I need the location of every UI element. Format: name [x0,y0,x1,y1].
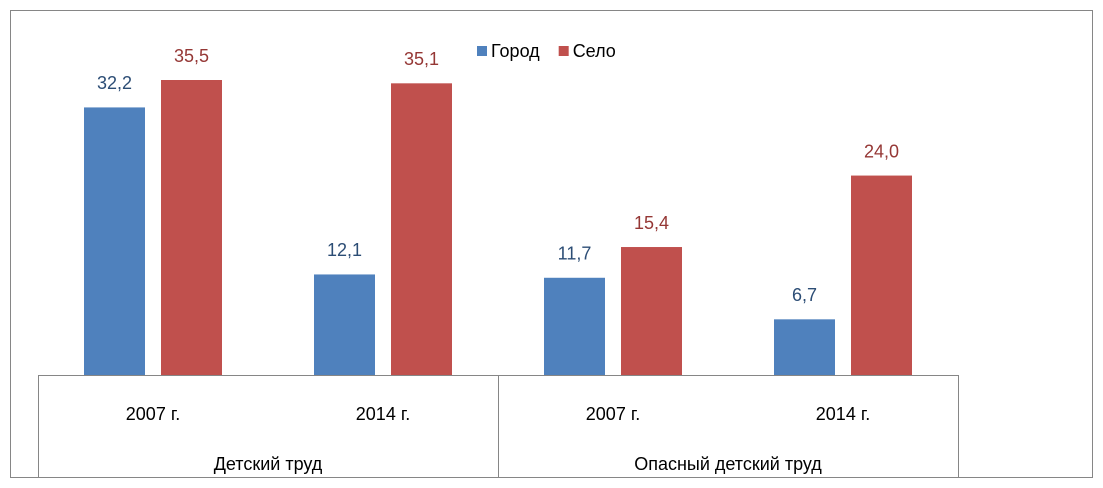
value-label: 15,4 [634,213,669,233]
x-tick-label: 2014 г. [816,404,870,424]
bar [544,277,605,375]
bar [621,247,682,375]
x-tick-label: 2007 г. [126,404,180,424]
value-label: 35,5 [174,46,209,66]
legend-swatch [558,46,569,56]
bar [161,80,222,375]
bar [774,319,835,375]
value-label: 35,1 [404,49,439,69]
value-label: 11,7 [558,244,592,264]
value-label: 6,7 [792,285,817,305]
legend-swatch [477,46,487,56]
legend-label: Город [491,41,540,61]
bar [851,175,912,375]
group-label: Опасный детский труд [634,454,822,474]
bar [314,274,375,375]
x-tick-label: 2007 г. [586,404,640,424]
value-label: 32,2 [97,73,132,93]
x-tick-label: 2014 г. [356,404,410,424]
bar [84,107,145,375]
value-label: 24,0 [864,141,899,161]
legend-label: Село [573,41,616,61]
value-label: 12,1 [327,240,362,260]
group-label: Детский труд [214,454,323,474]
bar [391,83,452,375]
